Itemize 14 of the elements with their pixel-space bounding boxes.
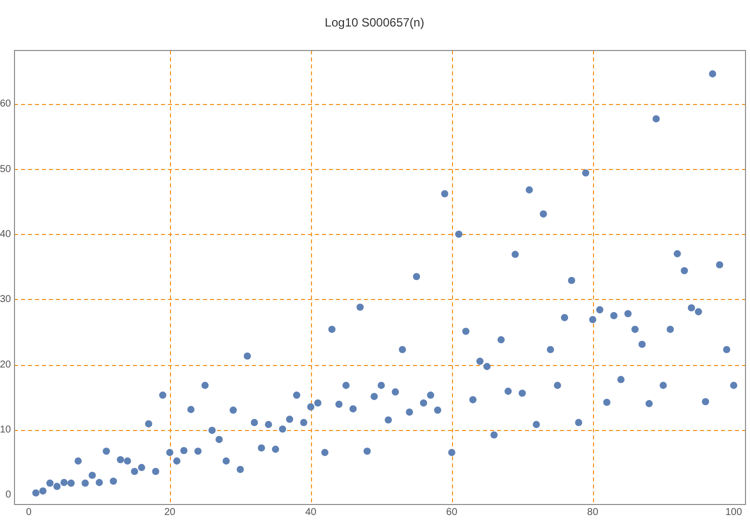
y-tick-label: 50 [0, 164, 12, 175]
x-tick-label: 60 [446, 506, 458, 518]
x-tick-label: 20 [164, 506, 176, 518]
x-tick-label: 40 [305, 506, 317, 518]
y-tick-label: 40 [0, 228, 12, 240]
x-tick-label: 100 [725, 506, 742, 518]
chart-title: Log10 S000657(n) [324, 16, 424, 30]
y-tick-label: 60 [0, 98, 12, 110]
x-tick-label: 80 [587, 506, 599, 518]
y-tick-label: 10 [0, 424, 12, 436]
x-tick-label: 0 [26, 506, 32, 518]
y-tick-label: 30 [0, 294, 12, 306]
y-tick-label: 0 [5, 490, 12, 501]
y-tick-label: 20 [0, 359, 12, 370]
